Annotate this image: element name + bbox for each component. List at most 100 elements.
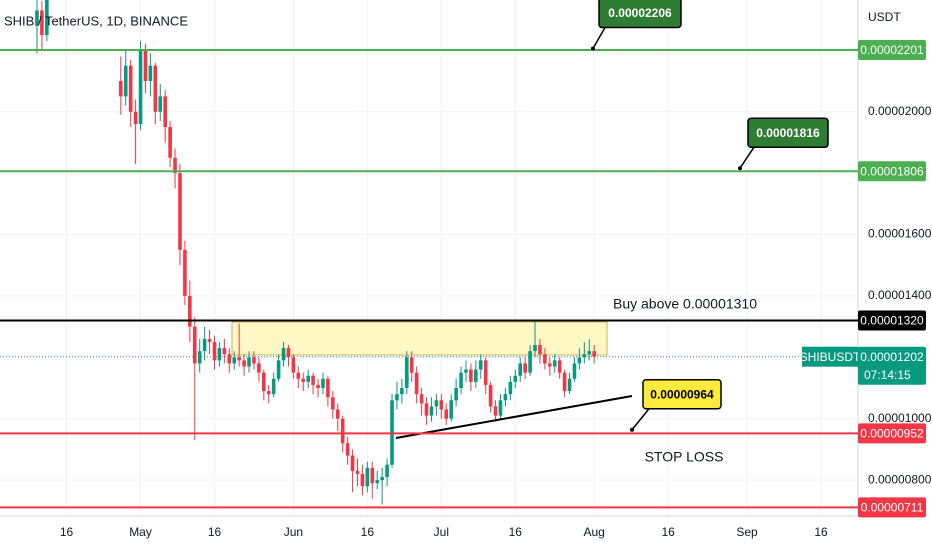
callout-label: 0.00001816 bbox=[756, 126, 820, 140]
candle-body bbox=[266, 391, 271, 395]
x-tick-label: 16 bbox=[814, 525, 828, 539]
callout-pointer bbox=[631, 408, 650, 431]
candle-body bbox=[409, 357, 414, 373]
candle-body bbox=[326, 378, 330, 398]
candle-body bbox=[592, 351, 596, 357]
candle-body bbox=[197, 351, 202, 364]
level-label: 0.00000952 bbox=[860, 427, 924, 441]
x-tick-label: 16 bbox=[509, 525, 523, 539]
candle-body bbox=[488, 384, 493, 407]
level-label-box bbox=[858, 310, 926, 331]
candle-body bbox=[143, 50, 148, 82]
candle-body bbox=[518, 363, 523, 376]
candle-body bbox=[321, 378, 325, 388]
candle-body bbox=[375, 480, 380, 484]
candle-body bbox=[128, 65, 133, 112]
candle-body bbox=[163, 96, 167, 128]
x-tick-label: 16 bbox=[361, 525, 375, 539]
candle-body bbox=[138, 50, 143, 125]
candle-body bbox=[192, 326, 197, 364]
last-price-box bbox=[858, 346, 926, 385]
candle-body bbox=[444, 409, 449, 419]
candle-body bbox=[365, 467, 370, 487]
candle-body bbox=[119, 81, 123, 97]
plot bbox=[35, 0, 596, 505]
candle-body bbox=[464, 369, 468, 373]
candle-body bbox=[335, 409, 340, 419]
candle-body bbox=[35, 10, 39, 26]
candle-body bbox=[40, 10, 44, 35]
level-label: 0.00000711 bbox=[861, 501, 924, 515]
candle-body bbox=[286, 348, 291, 358]
candle-body bbox=[508, 381, 513, 395]
candle-body bbox=[424, 403, 429, 416]
candle-body bbox=[222, 348, 227, 355]
level-label: 0.00001320 bbox=[860, 314, 924, 328]
candle-body bbox=[582, 354, 587, 358]
level-label-box bbox=[858, 161, 926, 182]
candle-body bbox=[567, 378, 572, 392]
y-tick-label: 0.00000800 bbox=[868, 472, 932, 486]
candle-body bbox=[345, 443, 350, 456]
candle-body bbox=[232, 357, 237, 364]
candle-body bbox=[538, 345, 542, 355]
callout-box bbox=[598, 0, 682, 29]
candle-body bbox=[405, 357, 409, 388]
candle-body bbox=[158, 96, 163, 112]
callout-pointer bbox=[739, 146, 755, 169]
candle-body bbox=[355, 470, 360, 474]
y-tick-label: 0.00001400 bbox=[868, 288, 932, 302]
callout-label: 0.00002206 bbox=[608, 6, 672, 20]
y-tick-label: 0.00001600 bbox=[868, 227, 932, 241]
candle-body bbox=[202, 338, 207, 352]
x-tick-label: Aug bbox=[584, 525, 605, 539]
callout-anchor bbox=[591, 46, 595, 51]
x-tick-label: May bbox=[129, 525, 152, 539]
candle-body bbox=[498, 400, 503, 416]
candle-body bbox=[385, 464, 389, 478]
symbol-box bbox=[802, 346, 858, 367]
buy-note: Buy above 0.00001310 bbox=[613, 296, 757, 312]
candle-body bbox=[434, 400, 439, 407]
candle-body bbox=[513, 375, 518, 382]
candle-body bbox=[252, 357, 256, 364]
callout-anchor bbox=[738, 166, 742, 171]
x-tick-label: Jun bbox=[284, 525, 303, 539]
candle-body bbox=[587, 351, 592, 355]
candle-body bbox=[350, 455, 355, 471]
candle-body bbox=[271, 378, 276, 395]
callout-box bbox=[747, 117, 829, 148]
x-tick-label: 16 bbox=[60, 525, 74, 539]
candle-body bbox=[439, 400, 444, 410]
candle-body bbox=[237, 357, 241, 361]
candle-body bbox=[133, 111, 138, 125]
candle-body bbox=[153, 65, 158, 112]
candle-body bbox=[340, 418, 345, 444]
candle-body bbox=[331, 397, 335, 410]
x-tick-label: Sep bbox=[736, 525, 758, 539]
level-label-box bbox=[858, 497, 926, 518]
candle-body bbox=[45, 0, 49, 35]
candle-body bbox=[459, 372, 463, 388]
candle-body bbox=[148, 65, 153, 82]
x-tick-label: Jul bbox=[434, 525, 449, 539]
candle-body bbox=[483, 360, 488, 385]
candle-body bbox=[188, 295, 192, 327]
level-label: 0.00001806 bbox=[860, 164, 924, 178]
candle-body bbox=[178, 173, 182, 250]
x-tick-label: 16 bbox=[208, 525, 222, 539]
candle-body bbox=[173, 157, 177, 174]
candle-body bbox=[562, 372, 567, 392]
candle-body bbox=[207, 338, 212, 342]
candle-body bbox=[577, 357, 582, 364]
candle-body bbox=[493, 406, 498, 416]
candle-body bbox=[474, 369, 478, 382]
callout-box bbox=[642, 378, 722, 410]
candle-body bbox=[419, 394, 424, 404]
callout-label: 0.00000964 bbox=[650, 387, 714, 401]
callout-anchor bbox=[630, 427, 634, 432]
candle-body bbox=[469, 369, 473, 382]
countdown-label: 07:14:15 bbox=[864, 368, 911, 382]
candle-body bbox=[360, 473, 365, 487]
